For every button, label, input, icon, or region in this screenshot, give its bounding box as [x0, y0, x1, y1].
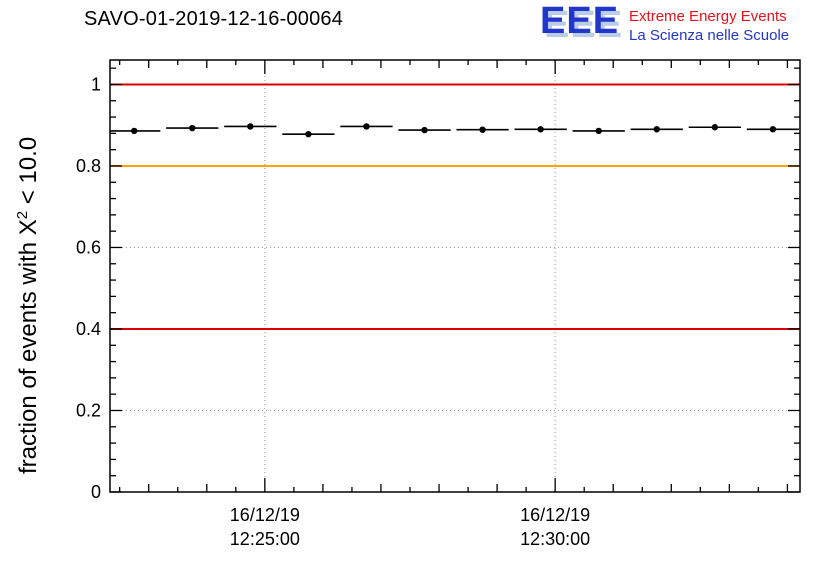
data-point [711, 124, 719, 131]
x-tick-label-date: 16/12/19 [230, 505, 300, 525]
y-tick-label: 0 [91, 482, 101, 502]
data-point [305, 130, 312, 138]
data-point [537, 126, 544, 133]
data-point [247, 123, 254, 130]
eee-logo: EEE Extreme Energy Events La Scienza nel… [540, 0, 789, 45]
y-tick-label: 0.6 [76, 237, 101, 257]
data-point [130, 127, 138, 135]
eee-logo-subtitle-1: Extreme Energy Events [629, 8, 787, 25]
plot-frame [109, 59, 801, 493]
data-point [769, 126, 777, 133]
y-tick-label: 0.4 [76, 319, 101, 339]
x-tick-label-time: 12:25:00 [230, 529, 300, 549]
data-point [595, 127, 602, 135]
y-tick-label: 1 [91, 74, 101, 94]
x-tick-labels: 16/12/19 12:25:00 16/12/19 12:30:00 [230, 505, 590, 549]
data-point [653, 126, 660, 133]
axis-ticks [110, 60, 800, 493]
plot-title: SAVO-01-2019-12-16-00064 [84, 8, 344, 30]
y-tick-label: 0.2 [76, 400, 101, 420]
x-tick-label-date: 16/12/19 [520, 505, 590, 525]
reference-lines [110, 83, 800, 330]
y-tick-labels: 0 0.2 0.4 0.6 0.8 1 [76, 74, 101, 502]
x-tick-label-time: 12:30:00 [520, 529, 590, 549]
data-point [479, 126, 486, 133]
eee-logo-text: EEE [540, 0, 620, 42]
frame-border [109, 59, 801, 493]
gridlines [110, 60, 800, 492]
eee-logo-subtitles: Extreme Energy Events La Scienza nelle S… [629, 5, 789, 45]
data-series [110, 123, 800, 138]
y-tick-label: 0.8 [76, 156, 101, 176]
data-point [189, 124, 196, 132]
eee-logo-subtitle-2: La Scienza nelle Scuole [629, 27, 790, 44]
data-point [421, 126, 428, 134]
data-point [363, 123, 370, 130]
